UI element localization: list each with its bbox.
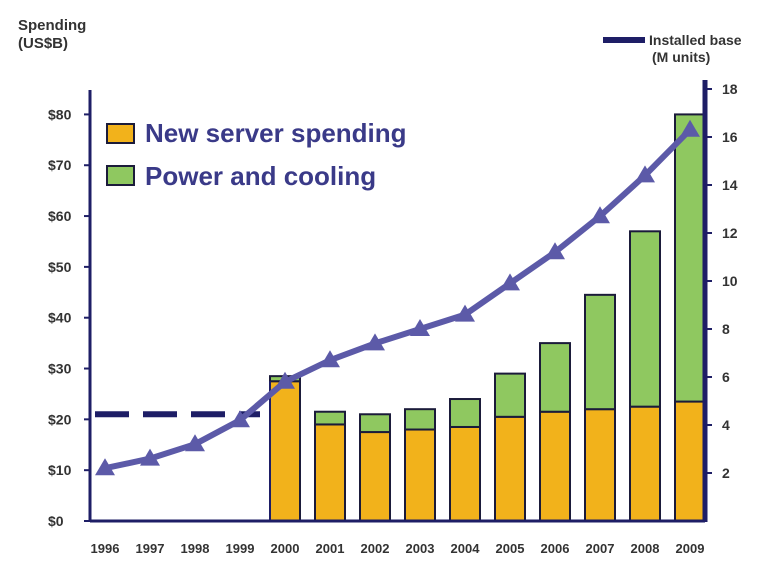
x-tick-label: 1999 bbox=[226, 541, 255, 556]
plot-legend: New server spending Power and cooling bbox=[106, 118, 407, 191]
left-tick-label: $0 bbox=[48, 513, 64, 529]
installed-base-marker bbox=[320, 350, 340, 368]
legend-power-swatch bbox=[106, 165, 135, 186]
legend-server-label: New server spending bbox=[145, 118, 407, 148]
bar-new-server-spending bbox=[404, 428, 436, 522]
right-axis-ticks: 2 4 6 8 10 12 14 16 18 bbox=[705, 81, 738, 481]
left-tick-label: $20 bbox=[48, 411, 72, 427]
bar-new-server-spending bbox=[269, 380, 301, 522]
bar-power-and-cooling bbox=[674, 113, 706, 403]
bar-power-and-cooling bbox=[314, 410, 346, 426]
x-tick-label: 2001 bbox=[316, 541, 345, 556]
left-axis-ticks: $0 $10 $20 $30 $40 $50 $60 $70 $80 bbox=[48, 106, 90, 529]
left-tick-label: $70 bbox=[48, 157, 72, 173]
x-tick-label: 1996 bbox=[91, 541, 120, 556]
installed-base-marker bbox=[365, 333, 385, 351]
left-tick-label: $10 bbox=[48, 462, 72, 478]
bar-power-and-cooling bbox=[404, 408, 436, 431]
left-tick-label: $50 bbox=[48, 259, 72, 275]
installed-base-marker bbox=[590, 206, 610, 224]
right-tick-label: 18 bbox=[722, 81, 738, 97]
bar-power-and-cooling bbox=[494, 372, 526, 418]
left-axis-title-line1: Spending bbox=[18, 17, 86, 34]
installed-base-marker bbox=[455, 304, 475, 322]
x-tick-label: 2000 bbox=[271, 541, 300, 556]
bar-new-server-spending bbox=[539, 410, 571, 522]
installed-base-marker bbox=[140, 448, 160, 466]
bar-new-server-spending bbox=[449, 425, 481, 522]
legend-installed-base-line2: (M units) bbox=[652, 49, 710, 65]
left-axis-title-line2: (US$B) bbox=[18, 35, 68, 52]
x-tick-label: 2005 bbox=[496, 541, 525, 556]
installed-base-marker bbox=[230, 410, 250, 428]
installed-base-layer bbox=[95, 119, 700, 476]
right-tick-label: 10 bbox=[722, 273, 738, 289]
installed-base-marker bbox=[185, 434, 205, 452]
left-tick-label: $60 bbox=[48, 208, 72, 224]
right-tick-label: 12 bbox=[722, 225, 738, 241]
left-tick-label: $30 bbox=[48, 361, 72, 377]
bar-power-and-cooling bbox=[629, 230, 661, 408]
right-tick-label: 4 bbox=[722, 417, 730, 433]
legend-power-label: Power and cooling bbox=[145, 161, 376, 191]
x-tick-label: 1998 bbox=[181, 541, 210, 556]
right-tick-label: 16 bbox=[722, 129, 738, 145]
legend-server-swatch bbox=[106, 123, 135, 144]
bar-power-and-cooling bbox=[539, 342, 571, 413]
bar-new-server-spending bbox=[494, 415, 526, 522]
bar-power-and-cooling bbox=[359, 413, 391, 434]
x-tick-label: 2006 bbox=[541, 541, 570, 556]
bar-new-server-spending bbox=[629, 405, 661, 523]
installed-base-marker bbox=[500, 273, 520, 291]
x-tick-label: 2007 bbox=[586, 541, 615, 556]
installed-base-marker bbox=[545, 242, 565, 260]
x-tick-label: 2002 bbox=[361, 541, 390, 556]
left-tick-label: $40 bbox=[48, 310, 72, 326]
x-tick-label: 1997 bbox=[136, 541, 165, 556]
right-tick-label: 14 bbox=[722, 177, 738, 193]
left-tick-label: $80 bbox=[48, 106, 72, 122]
bar-new-server-spending bbox=[314, 423, 346, 523]
right-tick-label: 6 bbox=[722, 369, 730, 385]
x-tick-label: 2008 bbox=[631, 541, 660, 556]
installed-base-marker bbox=[410, 319, 430, 336]
installed-base-marker bbox=[635, 165, 655, 183]
bar-new-server-spending bbox=[584, 408, 616, 522]
installed-base-marker bbox=[95, 458, 115, 476]
x-axis-ticks: 1996 1997 1998 1999 2000 2001 2002 2003 2004 2005… bbox=[91, 541, 705, 556]
right-tick-label: 8 bbox=[722, 321, 730, 337]
bar-power-and-cooling bbox=[449, 398, 481, 428]
bar-new-server-spending bbox=[674, 400, 706, 522]
x-tick-label: 2003 bbox=[406, 541, 435, 556]
bar-power-and-cooling bbox=[584, 293, 616, 411]
legend-installed-base-line1: Installed base bbox=[649, 32, 742, 48]
bar-new-server-spending bbox=[359, 431, 391, 523]
installed-base-marker bbox=[680, 119, 700, 137]
right-tick-label: 2 bbox=[722, 465, 730, 481]
x-tick-label: 2004 bbox=[451, 541, 481, 556]
x-tick-label: 2009 bbox=[676, 541, 705, 556]
top-right-legend: Installed base (M units) bbox=[603, 32, 742, 65]
installed-base-marker bbox=[275, 371, 295, 389]
